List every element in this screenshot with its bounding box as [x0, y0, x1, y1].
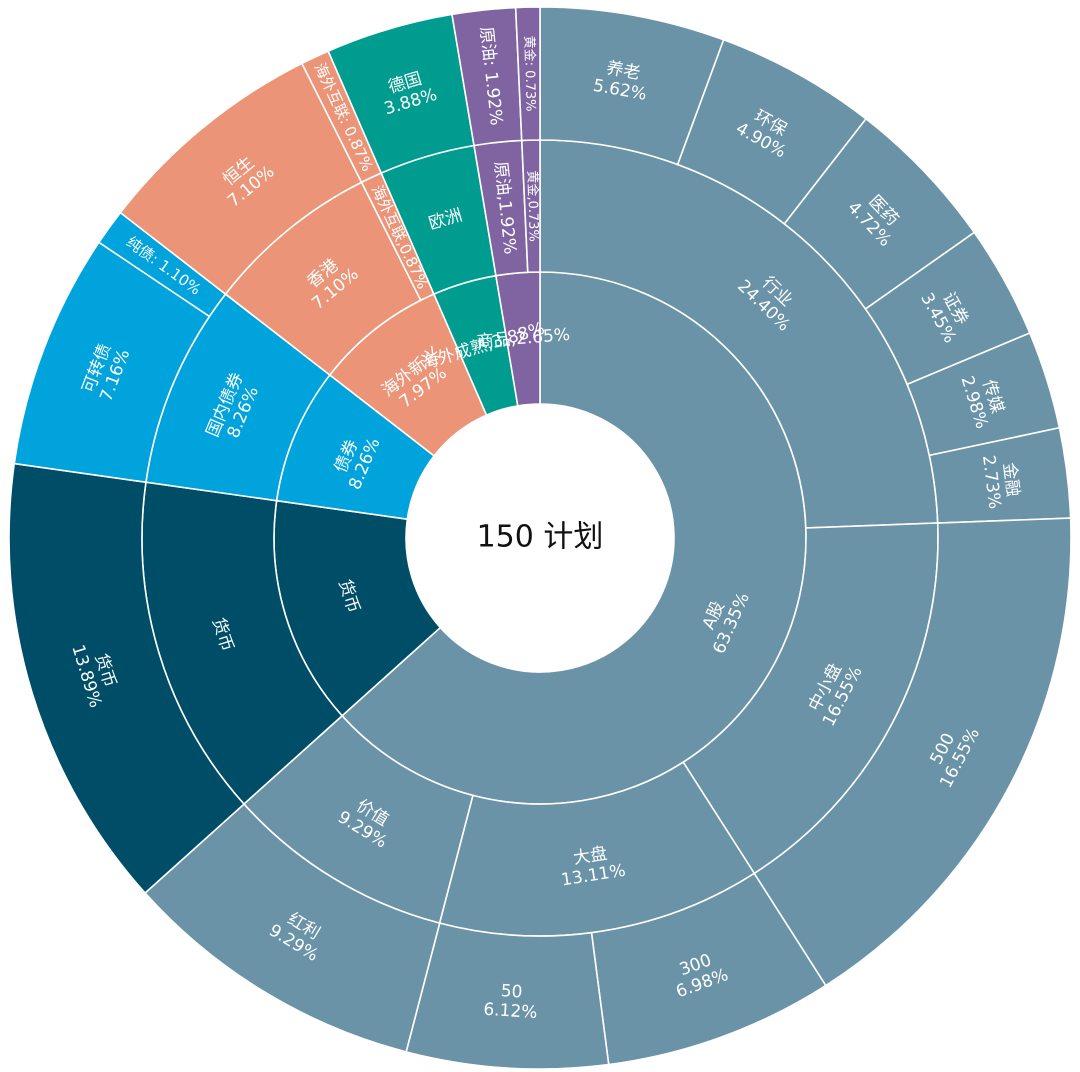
- ring3-label-8: 506.12%: [483, 980, 539, 1023]
- ring3-label-8-line-0: 50: [500, 981, 523, 1002]
- ring3-label-0: 养老5.62%: [592, 57, 652, 105]
- ring2-label-10: 黄金,0.73%: [524, 170, 542, 242]
- ring2-label-10-line-0: 黄金,0.73%: [524, 170, 542, 242]
- ring3-label-17: 黄金: 0.73%: [521, 36, 539, 112]
- ring3-label-5-line-0: 金融: [999, 462, 1023, 498]
- chart-segments: [8, 6, 1072, 1070]
- ring3-label-8-line-1: 6.12%: [483, 1000, 538, 1023]
- ring3-label-5: 金融2.73%: [978, 452, 1024, 510]
- ring3-segment-17[interactable]: [514, 6, 541, 142]
- chart-title: 150 计划: [477, 520, 604, 555]
- ring3-label-17-line-0: 黄金: 0.73%: [521, 36, 539, 112]
